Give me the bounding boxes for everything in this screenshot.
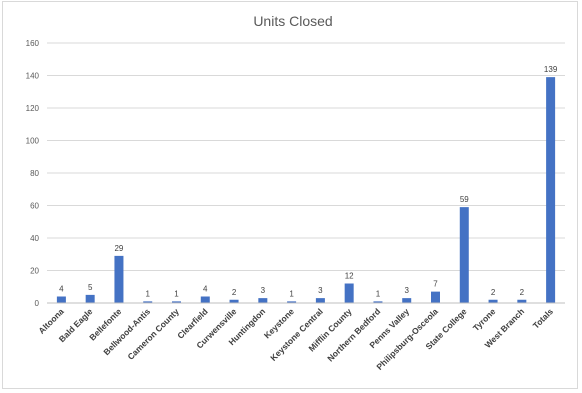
chart-frame: Units Closed 0 20 40 60 80 100 120 140 160 4 5 29 1… <box>2 1 578 389</box>
y-axis-tick-labels: 0 20 40 60 80 100 120 140 160 <box>26 39 40 308</box>
data-label: 139 <box>544 65 558 74</box>
data-label: 7 <box>433 280 438 289</box>
data-label: 3 <box>261 286 266 295</box>
data-label: 2 <box>520 288 525 297</box>
bar <box>143 301 153 303</box>
data-labels: 4 5 29 1 1 4 2 3 1 3 12 1 3 7 59 2 2 139 <box>59 65 558 298</box>
bar <box>546 77 556 303</box>
data-label: 12 <box>345 272 354 281</box>
y-tick-label: 140 <box>26 72 40 81</box>
category-label: Keystone Central <box>268 306 325 363</box>
category-label: Cameron County <box>125 306 181 362</box>
data-label: 4 <box>59 285 64 294</box>
y-tick-label: 60 <box>30 202 39 211</box>
bar <box>56 296 66 303</box>
data-label: 1 <box>376 289 381 298</box>
y-tick-label: 120 <box>26 104 40 113</box>
y-tick-label: 0 <box>35 299 40 308</box>
bar <box>488 299 498 303</box>
bar <box>200 296 210 303</box>
y-tick-label: 20 <box>30 267 39 276</box>
data-label: 2 <box>491 288 496 297</box>
bar <box>258 298 268 303</box>
bar <box>229 299 239 303</box>
bar <box>459 207 469 303</box>
bar <box>287 301 297 303</box>
data-label: 1 <box>289 289 294 298</box>
data-label: 4 <box>203 285 208 294</box>
bar <box>402 298 412 303</box>
bar <box>114 255 124 303</box>
bar <box>431 291 440 303</box>
data-label: 1 <box>174 289 179 298</box>
bar <box>373 301 383 303</box>
y-tick-label: 160 <box>26 39 40 48</box>
bar-chart: Units Closed 0 20 40 60 80 100 120 140 160 4 5 29 1… <box>26 13 565 372</box>
data-label: 59 <box>460 195 469 204</box>
bars <box>56 77 556 303</box>
chart-title: Units Closed <box>253 13 332 29</box>
data-label: 2 <box>232 288 237 297</box>
data-label: 1 <box>145 289 150 298</box>
data-label: 3 <box>318 286 323 295</box>
bar <box>517 299 527 303</box>
bar <box>172 301 181 303</box>
y-tick-label: 100 <box>26 137 40 146</box>
category-label: Northern Bedford <box>325 306 382 363</box>
gridlines <box>47 42 565 271</box>
category-label: Totals <box>531 306 556 331</box>
bar <box>85 294 95 303</box>
bar <box>344 283 354 303</box>
data-label: 3 <box>404 286 409 295</box>
data-label: 5 <box>88 283 93 292</box>
data-label: 29 <box>114 244 123 253</box>
y-tick-label: 80 <box>30 169 39 178</box>
bar <box>315 298 325 303</box>
category-label: Tyrone <box>471 306 498 333</box>
y-tick-label: 40 <box>30 234 39 243</box>
